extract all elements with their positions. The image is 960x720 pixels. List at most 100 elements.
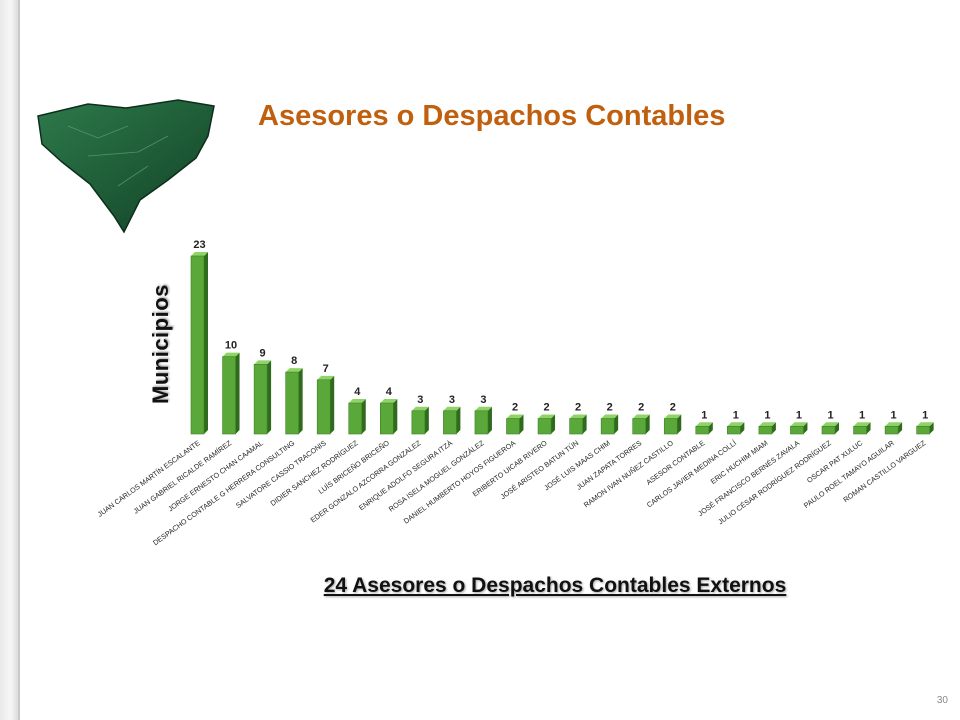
bar-side <box>771 422 776 434</box>
slide-left-border <box>0 0 20 720</box>
bar <box>190 255 205 435</box>
data-label: 2 <box>638 402 644 414</box>
bar-side <box>614 414 619 434</box>
bar-top <box>254 360 272 365</box>
data-label: 3 <box>449 394 455 406</box>
bar <box>727 425 741 435</box>
bar-top <box>411 406 429 411</box>
bar <box>758 425 773 435</box>
bar <box>443 410 457 435</box>
bar <box>222 356 236 435</box>
data-label: 10 <box>225 340 237 352</box>
slide-title: Asesores o Despachos Contables <box>258 100 726 132</box>
bar-top <box>758 422 776 427</box>
bar <box>379 402 394 435</box>
bar <box>411 410 426 435</box>
bar-top <box>191 252 208 256</box>
page-number: 30 <box>936 695 948 706</box>
bar-side <box>708 422 713 434</box>
bar-top <box>727 422 745 427</box>
bar-side <box>929 422 934 434</box>
bar <box>663 418 678 435</box>
bar-side <box>456 406 461 434</box>
data-label: 1 <box>891 409 897 421</box>
bar-top <box>601 414 619 419</box>
bar <box>348 402 363 435</box>
category-label: JULIO CÉSAR RODRÍGUEZ RODRÍGUEZ <box>716 438 833 526</box>
data-label: 2 <box>607 402 613 414</box>
bar-side <box>677 414 682 434</box>
bar-top <box>285 368 303 373</box>
bar-top <box>822 422 839 427</box>
bar <box>253 364 268 435</box>
bar <box>569 418 583 435</box>
data-label: 2 <box>575 402 581 414</box>
bar <box>285 371 299 435</box>
bar-top <box>695 422 713 427</box>
bar-side <box>267 360 272 434</box>
bar-top <box>790 422 808 427</box>
bar <box>632 418 647 435</box>
bar-side <box>740 422 745 434</box>
bar-top <box>474 406 492 411</box>
bar-side <box>835 422 839 434</box>
data-label: 1 <box>859 409 865 421</box>
data-label: 8 <box>291 355 297 367</box>
bar-side <box>204 252 208 434</box>
bar-top <box>916 422 934 427</box>
data-label: 9 <box>260 347 266 359</box>
bar-top <box>664 414 682 419</box>
data-label: 1 <box>827 409 833 421</box>
bar-side <box>898 422 903 434</box>
bar-top <box>569 414 587 419</box>
data-label: 4 <box>354 386 361 398</box>
bar-side <box>361 399 366 434</box>
data-label: 7 <box>323 363 329 375</box>
bar-side <box>424 406 429 434</box>
data-label: 1 <box>701 409 707 421</box>
bar <box>790 425 804 435</box>
data-label: 2 <box>512 402 518 414</box>
data-label: 3 <box>480 394 486 406</box>
bar-side <box>866 422 871 434</box>
data-label: 2 <box>543 402 549 414</box>
data-label: 1 <box>764 409 770 421</box>
data-label: 2 <box>670 402 676 414</box>
bar <box>695 425 710 435</box>
bar-top <box>885 422 903 427</box>
bar-top <box>632 414 650 419</box>
bar-side <box>487 406 492 434</box>
bar <box>884 425 899 435</box>
chart-subtitle: 24 Asesores o Despachos Contables Extern… <box>323 574 787 597</box>
bar-top <box>317 375 335 380</box>
bar-top <box>348 399 366 404</box>
data-label: 1 <box>796 409 802 421</box>
bar <box>537 418 552 435</box>
bar <box>853 425 867 435</box>
bar <box>821 425 836 435</box>
bar <box>600 418 615 435</box>
bar-side <box>235 352 240 434</box>
bar-side <box>298 368 303 434</box>
data-label: 1 <box>733 409 739 421</box>
bar-side <box>330 375 335 434</box>
data-label: 1 <box>922 409 928 421</box>
data-label: 23 <box>193 239 205 251</box>
data-label: 4 <box>386 386 393 398</box>
bar <box>506 418 520 435</box>
bar-side <box>803 422 808 434</box>
bar <box>916 425 930 435</box>
bar-side <box>551 414 556 434</box>
yucatan-map-icon <box>37 99 215 234</box>
bar-top <box>853 422 871 427</box>
bar-top <box>443 406 461 411</box>
data-label: 3 <box>417 394 423 406</box>
bar <box>316 379 331 435</box>
bar-top <box>222 352 240 357</box>
bar-top <box>538 414 556 419</box>
bar-side <box>393 399 398 434</box>
bar-side <box>519 414 524 434</box>
bar-side <box>582 414 587 434</box>
bar-top <box>506 414 524 419</box>
